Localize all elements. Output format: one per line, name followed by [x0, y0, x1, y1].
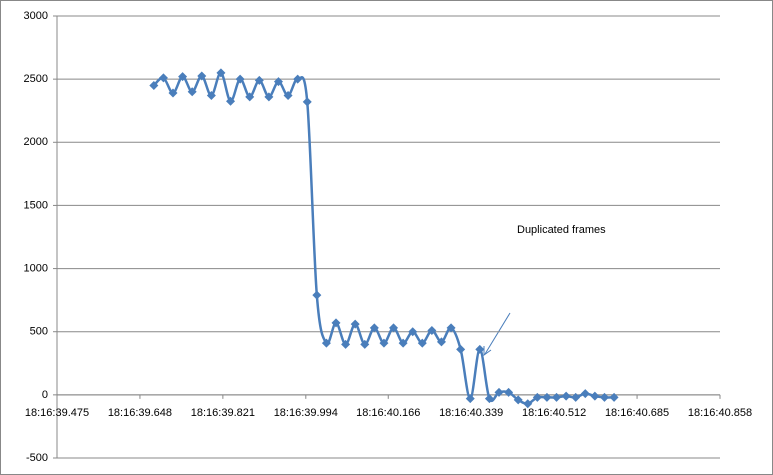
y-tick-label: 0 — [42, 389, 48, 401]
marker — [389, 323, 399, 333]
marker — [398, 338, 408, 348]
x-tick-label: 18:16:40.685 — [605, 407, 669, 419]
marker — [264, 92, 274, 102]
marker — [312, 290, 322, 300]
marker — [331, 318, 341, 328]
marker — [609, 392, 619, 402]
marker — [350, 319, 360, 329]
marker — [427, 325, 437, 335]
x-tick-label: 18:16:40.339 — [439, 407, 503, 419]
marker — [254, 75, 264, 85]
marker — [273, 77, 283, 87]
y-tick-label: 2500 — [24, 73, 48, 85]
marker — [235, 74, 245, 84]
marker — [197, 71, 207, 81]
marker — [494, 387, 504, 397]
marker — [456, 344, 466, 354]
y-tick-label: 1500 — [24, 199, 48, 211]
annotation-arrowhead — [483, 346, 492, 356]
marker — [369, 323, 379, 333]
marker — [484, 394, 494, 404]
y-tick-label: 500 — [30, 326, 48, 338]
x-tick-label: 18:16:40.512 — [522, 407, 586, 419]
marker — [523, 399, 533, 409]
annotation: Duplicated frames — [517, 224, 606, 236]
x-tick-label: 18:16:39.475 — [25, 407, 89, 419]
marker — [532, 392, 542, 402]
marker — [216, 68, 226, 78]
marker — [178, 72, 188, 82]
marker — [302, 97, 312, 107]
marker — [226, 96, 236, 106]
marker — [149, 80, 159, 90]
x-tick-label: 18:16:39.648 — [108, 407, 172, 419]
marker — [379, 338, 389, 348]
y-tick-label: -500 — [26, 452, 48, 464]
marker — [436, 337, 446, 347]
marker — [158, 73, 168, 83]
marker — [168, 88, 178, 98]
marker — [293, 74, 303, 84]
marker — [283, 91, 293, 101]
marker — [542, 392, 552, 402]
marker — [417, 338, 427, 348]
marker — [561, 391, 571, 401]
marker — [580, 389, 590, 399]
marker — [408, 327, 418, 337]
marker — [590, 391, 600, 401]
marker — [599, 392, 609, 402]
marker — [513, 395, 523, 405]
marker — [552, 392, 562, 402]
marker — [475, 344, 485, 354]
marker — [187, 87, 197, 97]
x-tick-label: 18:16:40.166 — [356, 407, 420, 419]
marker — [341, 339, 351, 349]
marker — [571, 392, 581, 402]
y-tick-label: 2000 — [24, 136, 48, 148]
annotation-arrow — [484, 312, 511, 355]
marker — [321, 338, 331, 348]
marker — [360, 339, 370, 349]
marker — [206, 91, 216, 101]
x-tick-label: 18:16:39.821 — [191, 407, 255, 419]
marker — [465, 394, 475, 404]
x-tick-label: 18:16:40.858 — [688, 407, 752, 419]
marker — [245, 92, 255, 102]
x-tick-label: 18:16:39.994 — [274, 407, 338, 419]
marker — [504, 387, 514, 397]
y-tick-label: 3000 — [24, 10, 48, 22]
marker — [446, 323, 456, 333]
y-tick-label: 1000 — [24, 262, 48, 274]
